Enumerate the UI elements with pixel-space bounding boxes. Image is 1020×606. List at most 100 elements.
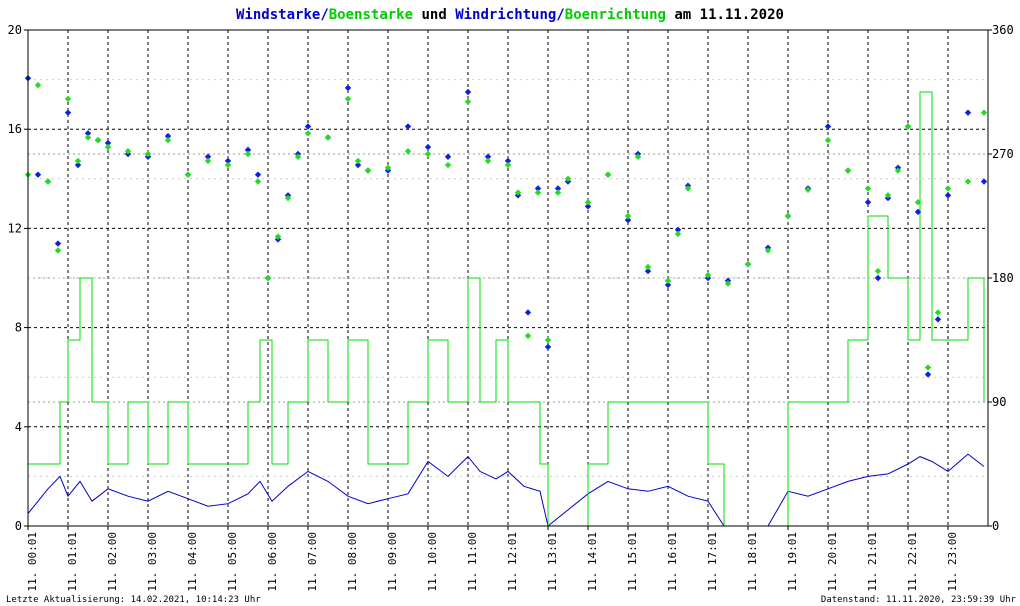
point-boenrichtung [204, 157, 212, 165]
x-tick-label: 11. 16:01 [666, 532, 679, 592]
y-tick-label: 16 [8, 122, 22, 136]
y-tick-label: 20 [8, 23, 22, 37]
point-windrichtung [54, 240, 62, 247]
point-windrichtung [524, 309, 532, 316]
point-boenrichtung [484, 157, 492, 165]
point-windrichtung [64, 109, 72, 116]
series-line-boenstarke [28, 91, 985, 527]
point-windrichtung [354, 161, 362, 169]
point-boenrichtung [914, 199, 922, 206]
point-boenrichtung [704, 272, 712, 279]
title-date: am 11.11.2020 [666, 7, 784, 23]
point-boenrichtung [274, 233, 282, 240]
point-boenrichtung [364, 167, 372, 174]
axes: 0 4 8 12 16 20 0 90 180 270 360 11. 00:01 11. 01:01 1… [8, 23, 1014, 592]
point-boenrichtung [684, 185, 692, 192]
y2-tick-label: 0 [992, 519, 999, 533]
point-boenrichtung [504, 161, 512, 169]
point-windrichtung [444, 153, 452, 160]
point-boenrichtung [44, 178, 52, 185]
chart-title: Windstarke/Boenstarke und Windrichtung/B… [236, 7, 784, 23]
point-boenrichtung [384, 164, 392, 171]
point-boenrichtung [344, 95, 352, 103]
x-tick-label: 11. 23:00 [946, 532, 959, 592]
point-boenrichtung [54, 247, 62, 254]
point-boenrichtung [634, 153, 642, 160]
point-windrichtung [964, 109, 972, 116]
point-boenrichtung [944, 185, 952, 192]
point-boenrichtung [94, 137, 102, 144]
point-windrichtung [254, 171, 262, 178]
title-wind: Windstarke [236, 7, 320, 23]
point-windrichtung [584, 203, 592, 210]
point-boenrichtung [804, 186, 812, 194]
point-windrichtung [84, 130, 92, 137]
point-windrichtung [874, 274, 882, 282]
point-boenrichtung [284, 194, 292, 202]
point-boenrichtung [84, 134, 92, 141]
point-boenrichtung [824, 137, 832, 144]
point-windrichtung [980, 178, 988, 185]
x-tick-label: 11. 10:00 [426, 532, 439, 592]
x-tick-label: 11. 19:01 [786, 532, 799, 592]
point-boenrichtung [124, 148, 132, 155]
point-windrichtung [224, 157, 232, 165]
x-tick-label: 11. 05:00 [226, 532, 239, 592]
point-boenrichtung [224, 161, 232, 169]
x-tick-label: 11. 04:00 [186, 532, 199, 592]
point-windrichtung [534, 185, 542, 192]
x-tick-label: 11. 17:01 [706, 532, 719, 592]
point-boenrichtung [624, 212, 632, 220]
point-boenrichtung [104, 143, 112, 151]
point-boenrichtung [674, 230, 682, 238]
point-windrichtung [934, 316, 942, 323]
point-boenrichtung [444, 161, 452, 169]
point-boenrichtung [584, 199, 592, 206]
point-windrichtung [674, 226, 682, 233]
point-boenrichtung [514, 189, 522, 196]
x-tick-label: 11. 06:00 [266, 532, 279, 592]
point-windrichtung [504, 157, 512, 165]
point-windrichtung [824, 123, 832, 130]
x-tick-label: 11. 22:01 [906, 532, 919, 592]
point-boenrichtung [844, 167, 852, 174]
point-windrichtung [304, 123, 312, 130]
x-tick-label: 11. 02:00 [106, 532, 119, 592]
point-boenrichtung [264, 274, 272, 282]
point-boenrichtung [244, 150, 252, 158]
point-boenrichtung [894, 167, 902, 174]
point-boenrichtung [644, 263, 652, 271]
point-boenrichtung [74, 157, 82, 165]
y2-tick-label: 90 [992, 395, 1006, 409]
series-line-windstarke [27, 453, 985, 527]
y-tick-label: 12 [8, 221, 22, 235]
point-windrichtung [74, 161, 82, 169]
point-boenrichtung [934, 309, 942, 316]
x-tick-label: 11. 11:00 [466, 532, 479, 592]
point-boenrichtung [604, 171, 612, 178]
point-boenrichtung [464, 98, 472, 105]
point-boenrichtung [184, 171, 192, 178]
point-boenrichtung [874, 267, 882, 275]
point-boenrichtung [884, 192, 892, 199]
point-windrichtung [544, 343, 552, 351]
x-tick-label: 11. 00:01 [26, 532, 39, 592]
point-windrichtung [404, 123, 412, 130]
point-windrichtung [164, 132, 172, 140]
point-windrichtung [864, 199, 872, 206]
point-boenrichtung [980, 109, 988, 116]
x-tick-label: 11. 12:01 [506, 532, 519, 592]
title-sep1: / [320, 7, 328, 23]
point-boenrichtung [764, 247, 772, 254]
footer-data-status: Datenstand: 11.11.2020, 23:59:39 Uhr [821, 595, 1017, 605]
point-windrichtung [914, 208, 922, 216]
x-tick-label: 11. 20:01 [826, 532, 839, 592]
title-direction: Windrichtung [455, 7, 556, 23]
series [24, 75, 988, 527]
point-boenrichtung [294, 153, 302, 160]
point-boenrichtung [964, 178, 972, 185]
x-tick-label: 11. 21:01 [866, 532, 879, 592]
point-boenrichtung [554, 189, 562, 196]
point-windrichtung [424, 143, 432, 151]
